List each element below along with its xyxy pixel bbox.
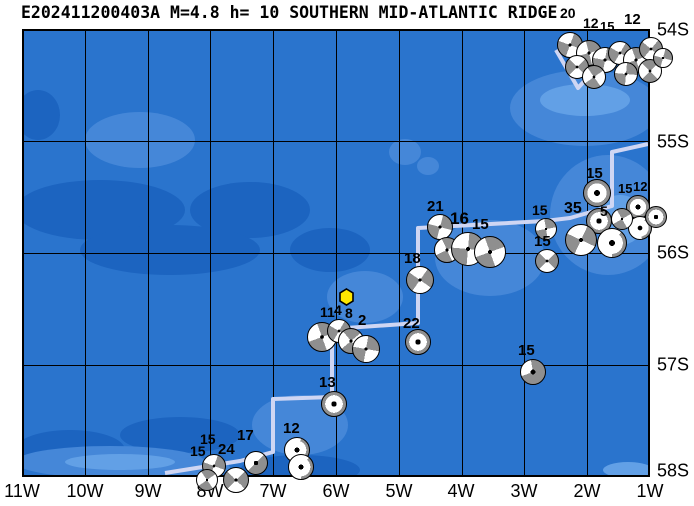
bathymetry-patch [22, 90, 60, 140]
bathymetry-patch [80, 225, 260, 275]
focal-mechanism-ball [535, 249, 559, 273]
plot-title: E202411200403A M=4.8 h= 10 SOUTHERN MID-… [21, 3, 558, 22]
focal-mechanism-ball [611, 208, 633, 230]
focal-mechanism-ball [535, 218, 557, 240]
day-label: 13 [319, 374, 336, 391]
day-label: 11 [320, 304, 335, 320]
focal-mechanism-ball [582, 65, 606, 89]
day-label: 12 [633, 179, 648, 194]
bathymetry-patch [290, 228, 370, 272]
event-marker [338, 287, 355, 311]
bathymetry-patch [85, 112, 195, 168]
focal-mechanism-ball [597, 228, 627, 258]
day-label: 15 [618, 181, 633, 196]
grid-line-horizontal [22, 365, 650, 366]
lat-label: 54S [657, 19, 690, 40]
day-label: 8 [345, 305, 353, 321]
day-label: 15 [200, 431, 216, 447]
day-label: 5 [600, 203, 608, 219]
focal-mechanism-ball [583, 179, 611, 207]
day-label: 17 [237, 427, 254, 444]
day-label: 20 [560, 5, 576, 21]
focal-mechanism-ball [321, 391, 347, 417]
lon-label: 3W [510, 481, 538, 501]
day-label: 35 [564, 200, 582, 217]
lat-label: 55S [657, 131, 690, 152]
day-label: 15 [586, 165, 603, 182]
focal-mechanism-ball [223, 467, 249, 493]
bathymetry-patch [389, 139, 421, 165]
focal-mechanism-ball [406, 266, 434, 294]
day-label: 12 [283, 420, 300, 437]
day-label: 24 [218, 441, 235, 458]
bathymetry-patch [65, 454, 175, 470]
day-label: 15 [190, 443, 206, 459]
day-label: 18 [404, 250, 421, 267]
ridge-axis-path [164, 142, 649, 475]
lon-label: 2W [573, 481, 601, 501]
focal-mechanism-ball [288, 454, 314, 480]
focal-mechanism-ball [196, 469, 218, 491]
focal-mechanism-ball [653, 48, 673, 68]
day-label: 16 [450, 209, 469, 228]
day-label: 15 [518, 342, 535, 359]
grid-line-horizontal [22, 253, 650, 254]
lat-label: 58S [657, 460, 690, 481]
focal-mechanism-ball [520, 359, 546, 385]
day-label: 21 [427, 198, 444, 215]
focal-mechanism-ball [565, 224, 597, 256]
lat-label: 56S [657, 242, 690, 263]
grid-line-horizontal [22, 141, 650, 142]
bathymetry-patch [603, 462, 650, 477]
lon-label: 11W [4, 481, 40, 501]
lon-label: 6W [322, 481, 350, 501]
lon-label: 9W [134, 481, 162, 501]
focal-mechanism-ball [405, 329, 431, 355]
day-label: 4 [334, 302, 342, 318]
event-marker-hexagon-icon [338, 287, 354, 306]
focal-mechanism-ball [645, 206, 667, 228]
bathymetry-patch [540, 84, 630, 116]
lon-label: 10W [66, 481, 104, 501]
day-label: 12 [624, 11, 641, 28]
day-label: 2 [358, 312, 367, 329]
lon-label: 1W [636, 481, 664, 501]
lon-label: 4W [447, 481, 475, 501]
day-label: 12 [583, 15, 599, 31]
bathymetry-patch [417, 157, 439, 175]
lat-label: 57S [657, 354, 690, 375]
lon-label: 7W [259, 481, 287, 501]
day-label: 15 [532, 202, 548, 218]
focal-mechanism-ball [244, 451, 268, 475]
day-label: 15 [534, 233, 551, 250]
day-label: 15 [600, 19, 615, 34]
lon-label: 5W [385, 481, 413, 501]
focal-mechanism-ball [614, 62, 638, 86]
focal-mechanism-ball [427, 214, 453, 240]
focal-mechanism-ball [474, 236, 506, 268]
day-label: 22 [403, 315, 420, 332]
day-label: 15 [472, 216, 489, 233]
focal-mechanism-ball [352, 335, 380, 363]
